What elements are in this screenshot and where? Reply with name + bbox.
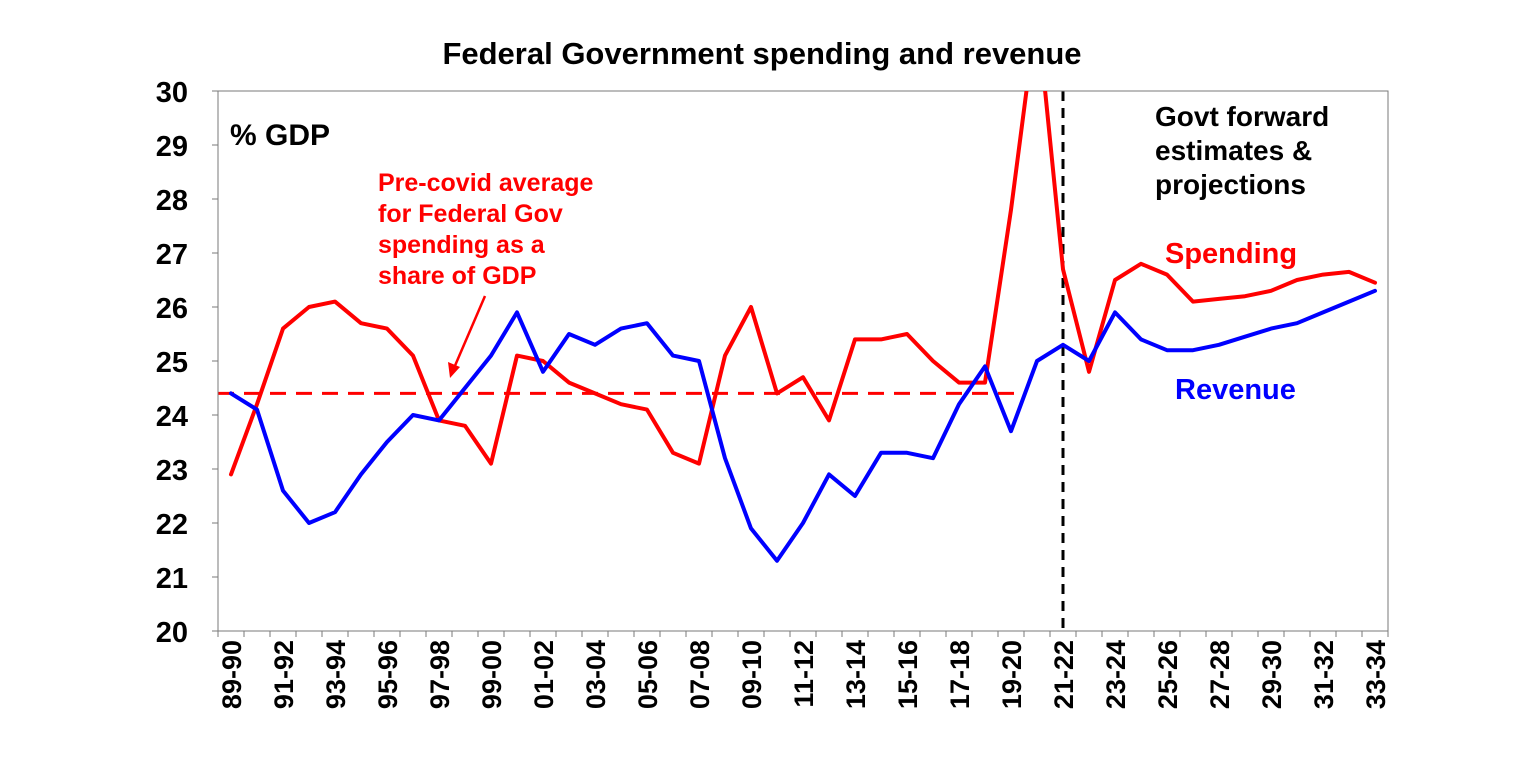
y-tick-label: 20: [156, 617, 188, 649]
x-tick-label: 95-96: [373, 640, 403, 709]
plot-area-border: [217, 90, 1389, 632]
forecast-annotation: Govt forward estimates & projections: [1155, 101, 1329, 200]
x-tick-label: 91-92: [269, 640, 299, 709]
x-tick-label: 89-90: [217, 640, 247, 709]
x-tick-label: 01-02: [529, 640, 559, 709]
y-axis: 20 21 22 23 24 25 26 27 28 29 30: [156, 77, 219, 649]
x-tick-label: 11-12: [789, 640, 819, 708]
y-tick-label: 23: [156, 455, 188, 487]
y-tick-label: 30: [156, 77, 188, 109]
forecast-annotation-line-2: estimates &: [1155, 135, 1312, 166]
x-tick-label: 21-22: [1049, 640, 1079, 709]
x-tick-label: 33-34: [1361, 640, 1391, 709]
spending-line: [229, 91, 1377, 477]
x-axis: 89-90 91-92 93-94 95-96 97-98 99-00 01-02 03-04…: [217, 631, 1391, 709]
x-tick-label: 99-00: [477, 640, 507, 709]
y-tick-label: 22: [156, 509, 188, 541]
spending-series-label: Spending: [1165, 238, 1297, 270]
y-tick-label: 28: [156, 185, 188, 217]
revenue-series-label: Revenue: [1175, 374, 1296, 406]
precovid-arrow: [448, 295, 487, 378]
x-tick-label: 31-32: [1309, 640, 1339, 709]
reference-layer: [218, 91, 1065, 631]
x-tick-label: 07-08: [685, 640, 715, 709]
y-tick-label: 27: [156, 239, 188, 271]
y-tick-label: 21: [156, 563, 188, 595]
series-layer: [229, 91, 1377, 563]
x-tick-label: 03-04: [581, 640, 611, 709]
precovid-annotation-line-1: Pre-covid average: [378, 169, 593, 197]
y-tick-label: 26: [156, 293, 188, 325]
forecast-annotation-line-3: projections: [1155, 169, 1306, 200]
x-tick-label: 25-26: [1153, 640, 1183, 709]
forecast-annotation-line-1: Govt forward: [1155, 101, 1329, 132]
precovid-annotation-line-2: for Federal Gov: [378, 200, 563, 228]
x-tick-label: 23-24: [1101, 640, 1131, 709]
chart-title: Federal Government spending and revenue: [442, 36, 1081, 71]
x-tick-label: 27-28: [1205, 640, 1235, 709]
x-tick-label: 29-30: [1257, 640, 1287, 709]
x-tick-label: 15-16: [893, 640, 923, 709]
precovid-annotation: Pre-covid average for Federal Gov spendi…: [378, 169, 593, 290]
x-tick-label: 05-06: [633, 640, 663, 709]
x-tick-label: 97-98: [425, 640, 455, 709]
x-tick-label: 19-20: [997, 640, 1027, 709]
y-tick-label: 29: [156, 131, 188, 163]
revenue-line: [229, 288, 1377, 563]
x-tick-label: 09-10: [737, 640, 767, 709]
y-tick-label: 24: [156, 401, 188, 433]
precovid-annotation-line-3: spending as a: [378, 231, 546, 259]
x-tick-label: 17-18: [945, 640, 975, 709]
y-tick-label: 25: [156, 347, 188, 379]
precovid-annotation-line-4: share of GDP: [378, 262, 536, 290]
x-tick-label: 13-14: [841, 640, 871, 709]
x-tick-label: 93-94: [321, 640, 351, 709]
y-axis-label: % GDP: [230, 119, 330, 152]
